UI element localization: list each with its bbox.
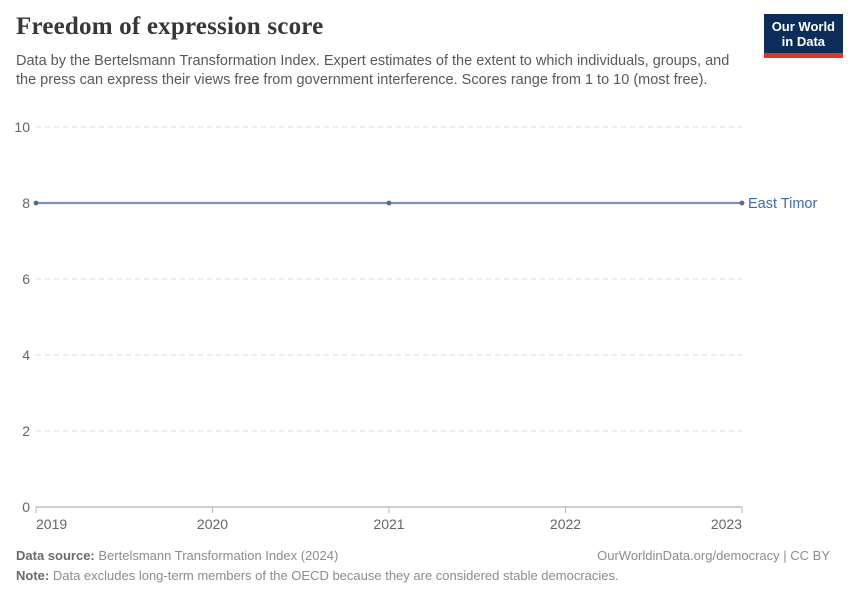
y-axis-tick-label: 4 (22, 347, 30, 363)
x-axis-tick-label: 2020 (197, 516, 228, 532)
line-chart: 0 2 4 6 8 10 2019 2020 2021 2022 2023 East Timor (14, 119, 817, 532)
y-axis-tick-label: 6 (22, 271, 30, 287)
owid-logo-line1: Our World (771, 19, 835, 34)
y-axis-tick-label: 8 (22, 195, 30, 211)
note-text: Data excludes long-term members of the O… (52, 568, 619, 583)
y-axis-tick-label: 10 (14, 119, 30, 135)
data-source-label: Data source: (16, 548, 95, 563)
page-title: Freedom of expression score (16, 13, 324, 40)
x-axis-tick-label: 2023 (711, 516, 742, 532)
note-line: Note: Data excludes long-term members of… (16, 566, 830, 586)
owid-logo[interactable]: Our World in Data (763, 14, 843, 58)
chart-footer: Data source: Bertelsmann Transformation … (16, 546, 830, 586)
x-axis-tick-label: 2021 (373, 516, 404, 532)
data-point-marker (739, 200, 745, 206)
data-source-line: Data source: Bertelsmann Transformation … (16, 546, 338, 566)
y-axis-tick-label: 2 (22, 423, 30, 439)
data-source-text: Bertelsmann Transformation Index (2024) (98, 548, 339, 563)
data-point-marker (33, 200, 39, 206)
data-point-marker (386, 200, 392, 206)
x-axis-tick-label: 2019 (36, 516, 67, 532)
owid-logo-line2: in Data (781, 34, 826, 49)
series-label-east-timor[interactable]: East Timor (748, 196, 817, 212)
y-axis-tick-label: 0 (22, 499, 30, 515)
chart-subtitle: Data by the Bertelsmann Transformation I… (16, 53, 730, 88)
note-label: Note: (16, 568, 50, 583)
x-axis-tick-label: 2022 (550, 516, 581, 532)
owid-license-link[interactable]: OurWorldinData.org/democracy | CC BY (597, 548, 830, 563)
